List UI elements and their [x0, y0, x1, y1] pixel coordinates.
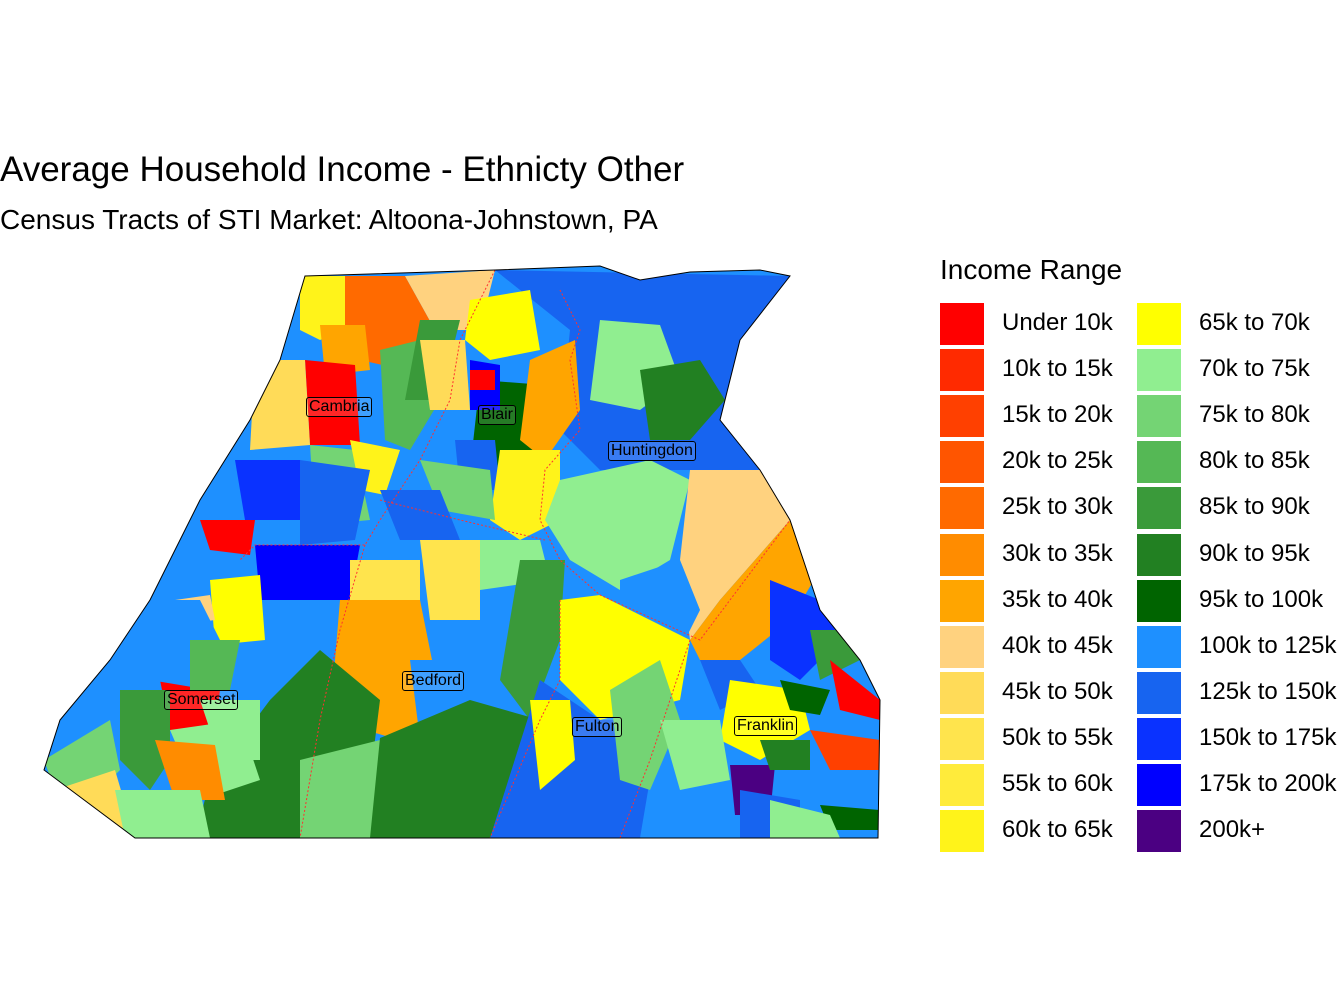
legend-label: 125k to 150k [1199, 677, 1337, 705]
legend-label: 25k to 30k [1002, 493, 1113, 521]
market-outline [43, 265, 881, 839]
legend-swatch [1137, 533, 1181, 576]
map-title: Average Household Income - Ethnicty Othe… [0, 150, 685, 189]
county-label-franklin: Franklin [734, 716, 797, 736]
legend-swatch [1137, 810, 1181, 853]
legend-label: 45k to 50k [1002, 677, 1113, 705]
legend-swatch [1137, 349, 1181, 392]
legend-label: 15k to 20k [1002, 401, 1113, 429]
legend-label: 90k to 95k [1199, 539, 1310, 567]
legend-label: 70k to 75k [1199, 355, 1310, 383]
legend-label: 65k to 70k [1199, 309, 1310, 336]
county-label-huntingdon: Huntingdon [608, 441, 696, 461]
legend-label: 75k to 80k [1199, 401, 1310, 429]
legend-swatch [940, 441, 984, 484]
legend-label: 100k to 125k [1199, 631, 1337, 659]
legend-swatch [1137, 395, 1181, 438]
legend-label: 200k+ [1199, 816, 1266, 844]
legend-label: 30k to 35k [1002, 539, 1113, 567]
legend-label: 60k to 65k [1002, 816, 1113, 844]
legend-swatch [940, 671, 984, 714]
legend-swatch [940, 810, 984, 853]
legend-swatch [940, 349, 984, 392]
county-label-blair: Blair [478, 405, 517, 425]
legend-label: 175k to 200k [1199, 770, 1337, 797]
legend-label: 10k to 15k [1002, 355, 1113, 383]
legend-swatch [940, 717, 984, 760]
map-subtitle: Census Tracts of STI Market: Altoona-Joh… [0, 204, 658, 235]
legend-swatch [940, 533, 984, 576]
legend-swatch [1137, 717, 1181, 760]
legend-label: Under 10k [1002, 309, 1113, 336]
legend-swatch [1137, 579, 1181, 622]
legend-swatch [940, 303, 984, 345]
legend-title: Income Range [940, 254, 1123, 285]
legend-swatch [1137, 303, 1181, 345]
legend-label: 150k to 175k [1199, 723, 1337, 751]
county-label-somerset: Somerset [164, 690, 239, 710]
legend-label: 20k to 25k [1002, 447, 1113, 475]
legend-swatch [1137, 441, 1181, 484]
legend-label: 35k to 40k [1002, 585, 1113, 613]
legend-swatch [940, 764, 984, 806]
legend-label: 85k to 90k [1199, 493, 1310, 521]
legend-swatch [1137, 487, 1181, 530]
county-label-bedford: Bedford [402, 671, 465, 691]
county-label-fulton: Fulton [572, 717, 623, 737]
legend-swatch [940, 579, 984, 622]
legend-label: 95k to 100k [1199, 585, 1324, 613]
legend-swatch [1137, 671, 1181, 714]
legend-label: 40k to 45k [1002, 631, 1113, 659]
county-label-cambria: Cambria [306, 397, 373, 417]
legend-swatch [940, 625, 984, 668]
legend-swatch [940, 487, 984, 530]
legend-swatch [1137, 625, 1181, 668]
legend-label: 80k to 85k [1199, 447, 1310, 475]
legend-swatch [940, 395, 984, 438]
legend-swatch [1137, 764, 1181, 806]
legend-label: 50k to 55k [1002, 723, 1113, 751]
legend-label: 55k to 60k [1002, 770, 1113, 797]
county-boundaries [239, 269, 791, 839]
